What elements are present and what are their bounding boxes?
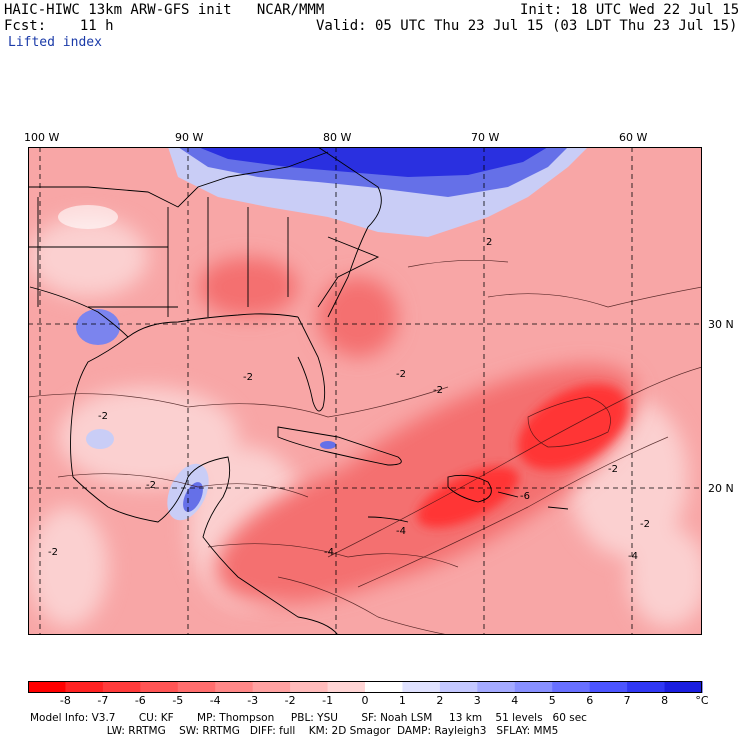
contour-label: 2 bbox=[486, 237, 492, 248]
strong-instability-core bbox=[417, 384, 628, 528]
contour-label: -2 bbox=[146, 480, 156, 491]
colorbar-frame bbox=[28, 681, 702, 693]
init-time: Init: 18 UTC Wed 22 Jul 15 bbox=[520, 2, 740, 18]
lon-label-90w: 90 W bbox=[175, 131, 204, 144]
colorbar-swatch bbox=[327, 681, 366, 693]
colorbar-swatch bbox=[290, 681, 329, 693]
colorbar-tick-label: -6 bbox=[134, 694, 146, 707]
colorbar-tick-label: 3 bbox=[473, 694, 481, 707]
colorbar-swatch bbox=[215, 681, 254, 693]
forecast-hour: Fcst: 11 h bbox=[4, 18, 114, 34]
lifted-index-map: 2 -2 -2 -2 -2 -2 -2 -2 -4 -4 -6 -4 -2 bbox=[28, 147, 702, 635]
contour-label: -6 bbox=[520, 491, 530, 502]
valid-time: Valid: 05 UTC Thu 23 Jul 15 (03 LDT Thu … bbox=[316, 18, 738, 34]
contour-label: -4 bbox=[324, 547, 334, 558]
colorbar-tick-label: -4 bbox=[209, 694, 221, 707]
field-name: Lifted index bbox=[8, 35, 102, 50]
contour-label: -2 bbox=[608, 464, 618, 475]
latlon-grid bbox=[28, 147, 702, 635]
contour-label: -2 bbox=[243, 372, 253, 383]
colorbar-tick-label: -3 bbox=[247, 694, 259, 707]
colorbar-swatch bbox=[28, 681, 66, 693]
contour-label: -2 bbox=[48, 547, 58, 558]
contour-label: -2 bbox=[433, 385, 443, 396]
colorbar-tick-label: 8 bbox=[661, 694, 669, 707]
colorbar-tick-label: 6 bbox=[586, 694, 594, 707]
contour-lines bbox=[28, 259, 702, 635]
colorbar-tick-label: -8 bbox=[59, 694, 71, 707]
colorbar-tick-label: -7 bbox=[97, 694, 109, 707]
contour-label: -2 bbox=[98, 411, 108, 422]
colorbar-swatch bbox=[589, 681, 628, 693]
colorbar bbox=[28, 681, 703, 693]
colorbar-swatch bbox=[65, 681, 104, 693]
colorbar-swatch bbox=[102, 681, 141, 693]
colorbar-swatch bbox=[627, 681, 666, 693]
colorbar-tick-label: -1 bbox=[322, 694, 334, 707]
colorbar-tick-label: 7 bbox=[623, 694, 631, 707]
colorbar-tick-label: 1 bbox=[398, 694, 406, 707]
colorbar-tick-label: 0 bbox=[361, 694, 369, 707]
colorbar-tick-label: -5 bbox=[172, 694, 184, 707]
colorbar-swatch bbox=[477, 681, 516, 693]
colorbar-tick-label: -2 bbox=[284, 694, 296, 707]
colorbar-swatch bbox=[177, 681, 216, 693]
contour-label: -2 bbox=[396, 369, 406, 380]
contour-label: -4 bbox=[396, 526, 406, 537]
lon-label-80w: 80 W bbox=[323, 131, 352, 144]
colorbar-swatch bbox=[664, 681, 703, 693]
map-frame bbox=[28, 147, 702, 635]
colorbar-swatch bbox=[402, 681, 441, 693]
lon-label-100w: 100 W bbox=[24, 131, 60, 144]
lon-label-60w: 60 W bbox=[619, 131, 648, 144]
colorbar-swatch bbox=[252, 681, 291, 693]
colorbar-swatch bbox=[140, 681, 179, 693]
lon-label-70w: 70 W bbox=[471, 131, 500, 144]
colorbar-swatch bbox=[365, 681, 403, 693]
lat-label-30n: 30 N bbox=[708, 318, 734, 331]
model-title: HAIC-HIWC 13km ARW-GFS init NCAR/MMM bbox=[4, 2, 325, 18]
colorbar-swatch bbox=[439, 681, 478, 693]
contour-label: -2 bbox=[640, 519, 650, 530]
coastlines bbox=[28, 147, 569, 635]
colorbar-tick-label: 2 bbox=[436, 694, 444, 707]
colorbar-tick-label: 4 bbox=[511, 694, 519, 707]
model-info-line2: LW: RRTMG SW: RRTMG DIFF: full KM: 2D Sm… bbox=[30, 725, 559, 737]
lat-label-20n: 20 N bbox=[708, 482, 734, 495]
colorbar-swatch bbox=[552, 681, 591, 693]
model-info-line1: Model Info: V3.7 CU: KF MP: Thompson PBL… bbox=[30, 712, 587, 724]
colorbar-tick-label: 5 bbox=[548, 694, 556, 707]
colorbar-swatch bbox=[514, 681, 553, 693]
contour-label: -4 bbox=[628, 551, 638, 562]
colorbar-unit: °C bbox=[695, 694, 709, 707]
